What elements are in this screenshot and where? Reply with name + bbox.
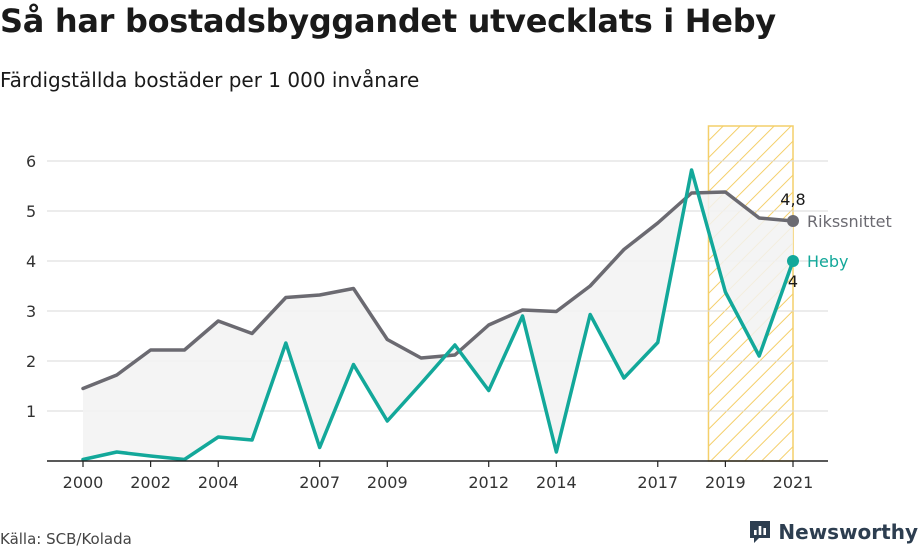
x-tick-label: 2021 <box>773 473 814 492</box>
line-chart: 1 2 3 4 5 6 2000 2002 2004 2007 2009 2012 2014 2017 2… <box>26 125 892 492</box>
y-tick-label: 1 <box>26 402 36 421</box>
difference-band <box>83 170 793 460</box>
x-tick-label: 2000 <box>63 473 104 492</box>
series-line-heby <box>81 168 795 462</box>
series-end-value-heby: 4 <box>788 272 798 291</box>
series-label-heby: Heby <box>807 252 849 271</box>
series-endpoint-rikssnittet <box>787 215 799 227</box>
x-tick-label: 2004 <box>198 473 239 492</box>
series-line-rikssnittet <box>81 190 795 391</box>
chart-subtitle: Färdigställda bostäder per 1 000 invånar… <box>0 68 420 92</box>
x-tick-label: 2012 <box>468 473 509 492</box>
series-label-rikssnittet: Rikssnittet <box>807 212 892 231</box>
x-tick-label: 2014 <box>536 473 577 492</box>
x-tick-label: 2007 <box>299 473 340 492</box>
y-tick-label: 2 <box>26 352 36 371</box>
series-end-value-rikssnittet: 4,8 <box>780 190 805 209</box>
newsworthy-brand: Newsworthy <box>748 519 918 545</box>
source-note: Källa: SCB/Kolada <box>0 530 132 548</box>
y-tick-label: 4 <box>26 252 36 271</box>
y-tick-label: 5 <box>26 202 36 221</box>
x-tick-label: 2017 <box>637 473 678 492</box>
newsworthy-logo-icon <box>748 519 772 545</box>
brand-name: Newsworthy <box>778 520 918 544</box>
series-endpoint-heby <box>787 255 799 267</box>
x-tick-label: 2002 <box>130 473 171 492</box>
y-tick-label: 3 <box>26 302 36 321</box>
y-tick-label: 6 <box>26 152 36 171</box>
x-tick-label: 2009 <box>367 473 408 492</box>
x-tick-label: 2019 <box>705 473 746 492</box>
chart-title: Så har bostadsbyggandet utvecklats i Heb… <box>0 2 776 40</box>
